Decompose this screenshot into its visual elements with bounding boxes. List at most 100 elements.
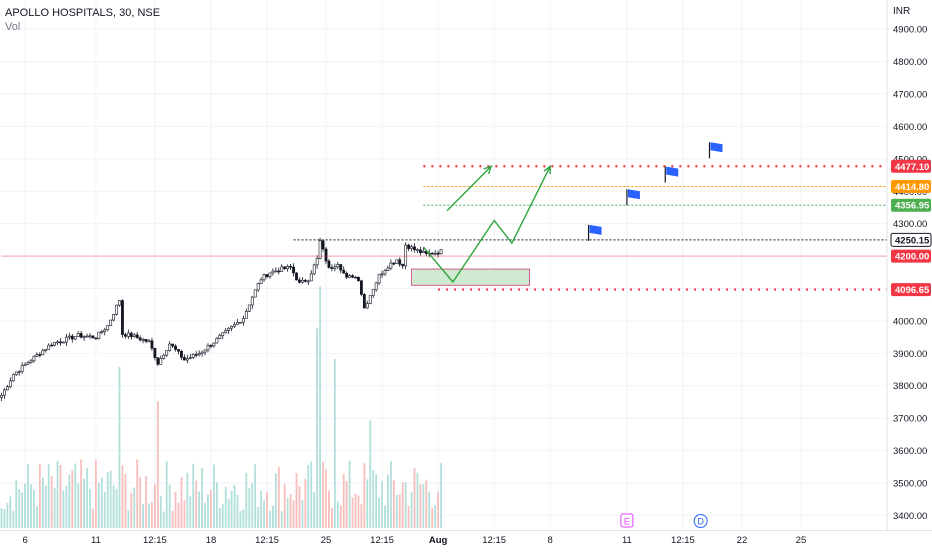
volume-bar <box>47 463 50 528</box>
x-tick-label: 8 <box>548 535 553 546</box>
candle-up <box>8 380 12 387</box>
candle-down <box>171 343 175 347</box>
candle-up <box>377 273 381 284</box>
volume-bar <box>328 490 330 528</box>
price-tag <box>891 198 931 212</box>
volume-bar <box>192 463 195 528</box>
volume-bar <box>230 491 233 528</box>
volume-bar <box>381 481 383 528</box>
candle-up <box>236 321 239 325</box>
volume-bar <box>71 470 74 528</box>
volume-bar <box>207 494 209 528</box>
volume-bar <box>407 505 410 528</box>
volume-bar <box>198 491 201 528</box>
candle-down <box>59 341 62 344</box>
volume-bar <box>404 482 407 528</box>
volume-bar <box>339 505 342 528</box>
volume-bar <box>434 505 437 528</box>
candle-up <box>286 265 290 270</box>
candle-down <box>194 354 198 356</box>
candle-down <box>79 333 83 338</box>
price-tag <box>890 232 932 247</box>
candle-up <box>380 273 384 276</box>
candle-up <box>336 264 340 268</box>
candle-up <box>315 258 319 266</box>
x-tick-label: 11 <box>91 535 101 546</box>
candle-down <box>398 259 402 265</box>
volume-bar <box>304 478 307 528</box>
candle-up <box>67 335 71 338</box>
candle-down <box>121 300 124 335</box>
candle-down <box>436 252 440 255</box>
candle-up <box>215 338 219 344</box>
candle-up <box>368 295 372 304</box>
volume-bar <box>280 511 283 528</box>
volume-bar <box>310 461 313 528</box>
candle-down <box>359 280 363 295</box>
candle-up <box>162 354 166 359</box>
volume-bar <box>118 366 121 528</box>
x-tick-label: 22 <box>737 535 748 546</box>
candle-up <box>191 354 195 358</box>
volume-label[interactable]: Vol <box>5 21 21 33</box>
volume-bar <box>142 504 144 528</box>
candle-up <box>56 341 59 344</box>
volume-bar <box>221 503 224 528</box>
candle-up <box>300 279 304 283</box>
x-tick-label: 12:15 <box>671 535 695 546</box>
y-tick-label: 3800.00 <box>893 381 927 392</box>
volume-bar <box>357 495 360 528</box>
candle-down <box>330 267 334 269</box>
x-tick-label: 11 <box>622 535 632 546</box>
symbol-title[interactable]: APOLLO HOSPITALS, 30, NSE <box>5 7 161 19</box>
volume-bar <box>12 511 15 528</box>
candle-up <box>395 259 399 264</box>
candle-down <box>339 264 343 271</box>
candle-down <box>303 279 307 282</box>
volume-bar <box>83 478 85 528</box>
volume-bar <box>59 465 62 528</box>
candle-up <box>256 283 260 291</box>
volume-bar <box>336 501 339 528</box>
volume-bar <box>136 459 139 528</box>
volume-bar <box>180 477 183 528</box>
volume-bar <box>24 483 26 528</box>
volume-bar <box>89 488 91 528</box>
candle-up <box>106 325 110 331</box>
candle-up <box>23 363 27 366</box>
volume-bar <box>233 485 236 528</box>
candle-down <box>324 248 328 262</box>
volume-bar <box>392 479 395 528</box>
x-tick-label: 12:15 <box>255 535 279 546</box>
volume-bar <box>289 494 292 528</box>
volume-bar <box>277 466 280 528</box>
volume-bar <box>283 483 286 528</box>
volume-bar <box>425 479 428 528</box>
volume-bar <box>333 359 336 528</box>
candle-up <box>318 240 322 259</box>
candle-up <box>76 333 80 337</box>
candle-down <box>430 252 434 255</box>
event-marker-label: E <box>624 517 630 527</box>
candle-down <box>156 357 160 365</box>
y-tick-label: 4700.00 <box>893 90 927 101</box>
projection-arrow <box>422 165 551 284</box>
candle-up <box>312 264 316 275</box>
volume-bar <box>21 492 24 528</box>
volume-bar <box>224 486 227 528</box>
currency-label: INR <box>893 6 911 17</box>
volume-bar <box>422 484 425 528</box>
volume-bar <box>44 485 47 528</box>
candle-up <box>250 296 254 306</box>
candle-up <box>6 386 9 391</box>
candle-down <box>50 344 54 347</box>
x-tick-label: 12:15 <box>482 535 506 546</box>
volume-bar <box>272 505 274 528</box>
candle-up <box>109 319 113 326</box>
volume-bar <box>68 474 71 528</box>
flag-icon <box>589 224 602 235</box>
candle-up <box>141 339 145 341</box>
volume-bar <box>360 504 363 528</box>
